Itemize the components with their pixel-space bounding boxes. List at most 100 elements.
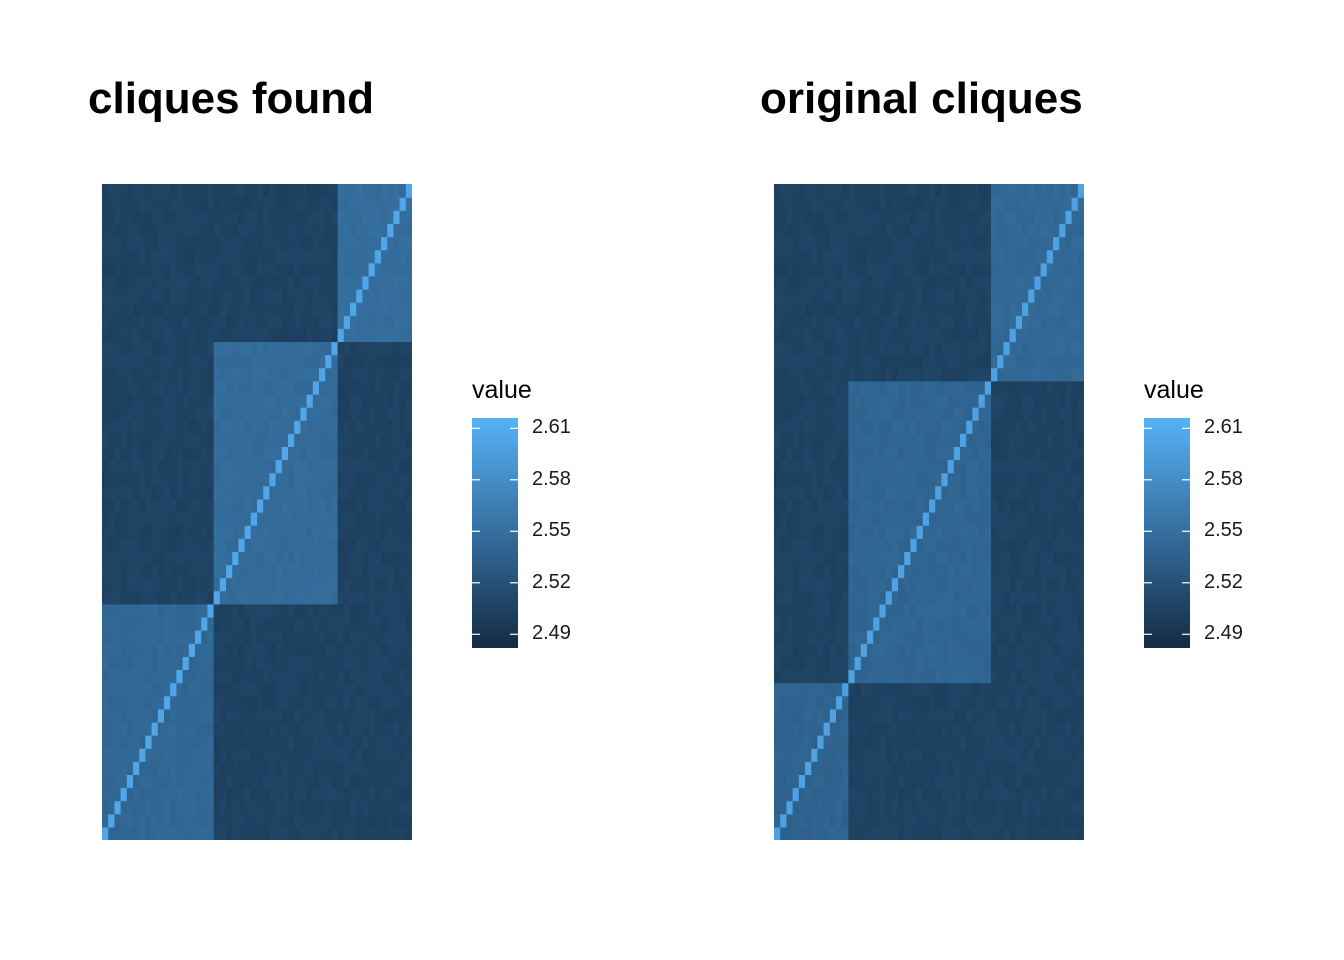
heatmap-cell (786, 354, 794, 369)
heatmap-cell (916, 367, 924, 382)
heatmap-cell (972, 420, 980, 434)
heatmap-cell (966, 577, 973, 592)
heatmap-cell (1022, 446, 1029, 461)
heatmap-cell (1059, 275, 1066, 290)
heatmap-cell (356, 538, 363, 552)
heatmap-cell (1071, 302, 1079, 316)
heatmap-cell (325, 787, 332, 802)
heatmap-cell (244, 721, 252, 736)
heatmap-cell (300, 761, 308, 775)
heatmap-cell (343, 748, 351, 762)
heatmap-cell (195, 223, 202, 238)
heatmap-cell (381, 485, 388, 500)
heatmap-cell (306, 800, 314, 815)
heatmap-cell (1028, 735, 1035, 749)
heatmap-cell (157, 538, 165, 552)
heatmap-cell (393, 328, 401, 343)
heatmap-cell (108, 420, 115, 434)
heatmap-cell (207, 708, 215, 723)
heatmap-cell (226, 551, 233, 566)
heatmap-cell (1059, 813, 1066, 828)
heatmap-cell (1053, 249, 1060, 264)
heatmap-cell (250, 643, 258, 657)
heatmap-cell (387, 236, 394, 251)
heatmap-cell (805, 249, 812, 264)
heatmap-cell (823, 472, 831, 487)
heatmap-cell (1022, 590, 1029, 605)
heatmap-cell (164, 630, 171, 644)
heatmap-cell (780, 223, 787, 238)
heatmap-diagonal-cell (312, 380, 320, 395)
heatmap-cell (312, 459, 320, 474)
heatmap-cell (966, 708, 973, 723)
heatmap-cell (368, 512, 376, 526)
heatmap-cell (991, 538, 998, 552)
heatmap-cell (780, 590, 787, 605)
heatmap-cell (860, 538, 868, 552)
heatmap-cell (984, 485, 992, 500)
heatmap-cell (288, 288, 295, 303)
heatmap-cell (978, 498, 986, 513)
heatmap-cell (126, 708, 134, 723)
heatmap-cell (836, 774, 843, 789)
heatmap-cell (829, 603, 837, 618)
heatmap-cell (786, 643, 794, 657)
heatmap-cell (381, 302, 388, 316)
heatmap-cell (1065, 787, 1073, 802)
heatmap-cell (997, 210, 1004, 224)
heatmap-cell (263, 354, 270, 369)
heatmap-cell (1059, 630, 1066, 644)
heatmap-cell (312, 603, 320, 618)
heatmap-cell (195, 813, 202, 828)
heatmap-diagonal-cell (288, 433, 295, 447)
heatmap-cell (817, 341, 825, 356)
heatmap-cell (157, 197, 165, 211)
heatmap-cell (182, 197, 190, 211)
heatmap-cell (195, 380, 202, 395)
heatmap-cell (269, 826, 277, 840)
heatmap-cell (891, 420, 899, 434)
heatmap-cell (368, 603, 376, 618)
heatmap-cell (281, 695, 289, 710)
heatmap-cell (1077, 616, 1084, 631)
heatmap-cell (151, 262, 159, 277)
heatmap-diagonal-cell (860, 643, 868, 657)
heatmap-cell (337, 577, 345, 592)
heatmap-cell (356, 407, 363, 421)
heatmap-cell (238, 407, 246, 421)
heatmap-cell (805, 682, 812, 697)
heatmap-cell (879, 249, 887, 264)
heatmap-cell (997, 826, 1004, 840)
heatmap-cell (312, 420, 320, 434)
heatmap-cell (879, 433, 887, 447)
heatmap-cell (405, 826, 412, 840)
heatmap-cell (374, 669, 382, 684)
heatmap-cell (1059, 551, 1066, 566)
heatmap-cell (356, 748, 363, 762)
heatmap-cell (331, 761, 339, 775)
heatmap-cell (170, 735, 177, 749)
heatmap-cell (343, 223, 351, 238)
heatmap-cell (300, 708, 308, 723)
heatmap-cell (867, 380, 874, 395)
heatmap-cell (306, 682, 314, 697)
heatmap-cell (176, 695, 184, 710)
heatmap-cell (1009, 433, 1017, 447)
heatmap-cell (356, 197, 363, 211)
heatmap-cell (356, 446, 363, 461)
heatmap-cell (879, 512, 887, 526)
heatmap-cell (885, 275, 893, 290)
heatmap-cell (219, 525, 227, 539)
heatmap-cell (368, 630, 376, 644)
heatmap-cell (891, 603, 899, 618)
heatmap-cell (374, 735, 382, 749)
heatmap-cell (164, 380, 171, 395)
heatmap-cell (164, 590, 171, 605)
heatmap-cell (207, 197, 215, 211)
heatmap-cell (879, 184, 887, 198)
heatmap-cell (387, 485, 394, 500)
heatmap-cell (904, 288, 911, 303)
heatmap-cell (312, 800, 320, 815)
heatmap-cell (1040, 616, 1048, 631)
heatmap-diagonal-cell (1022, 302, 1029, 316)
